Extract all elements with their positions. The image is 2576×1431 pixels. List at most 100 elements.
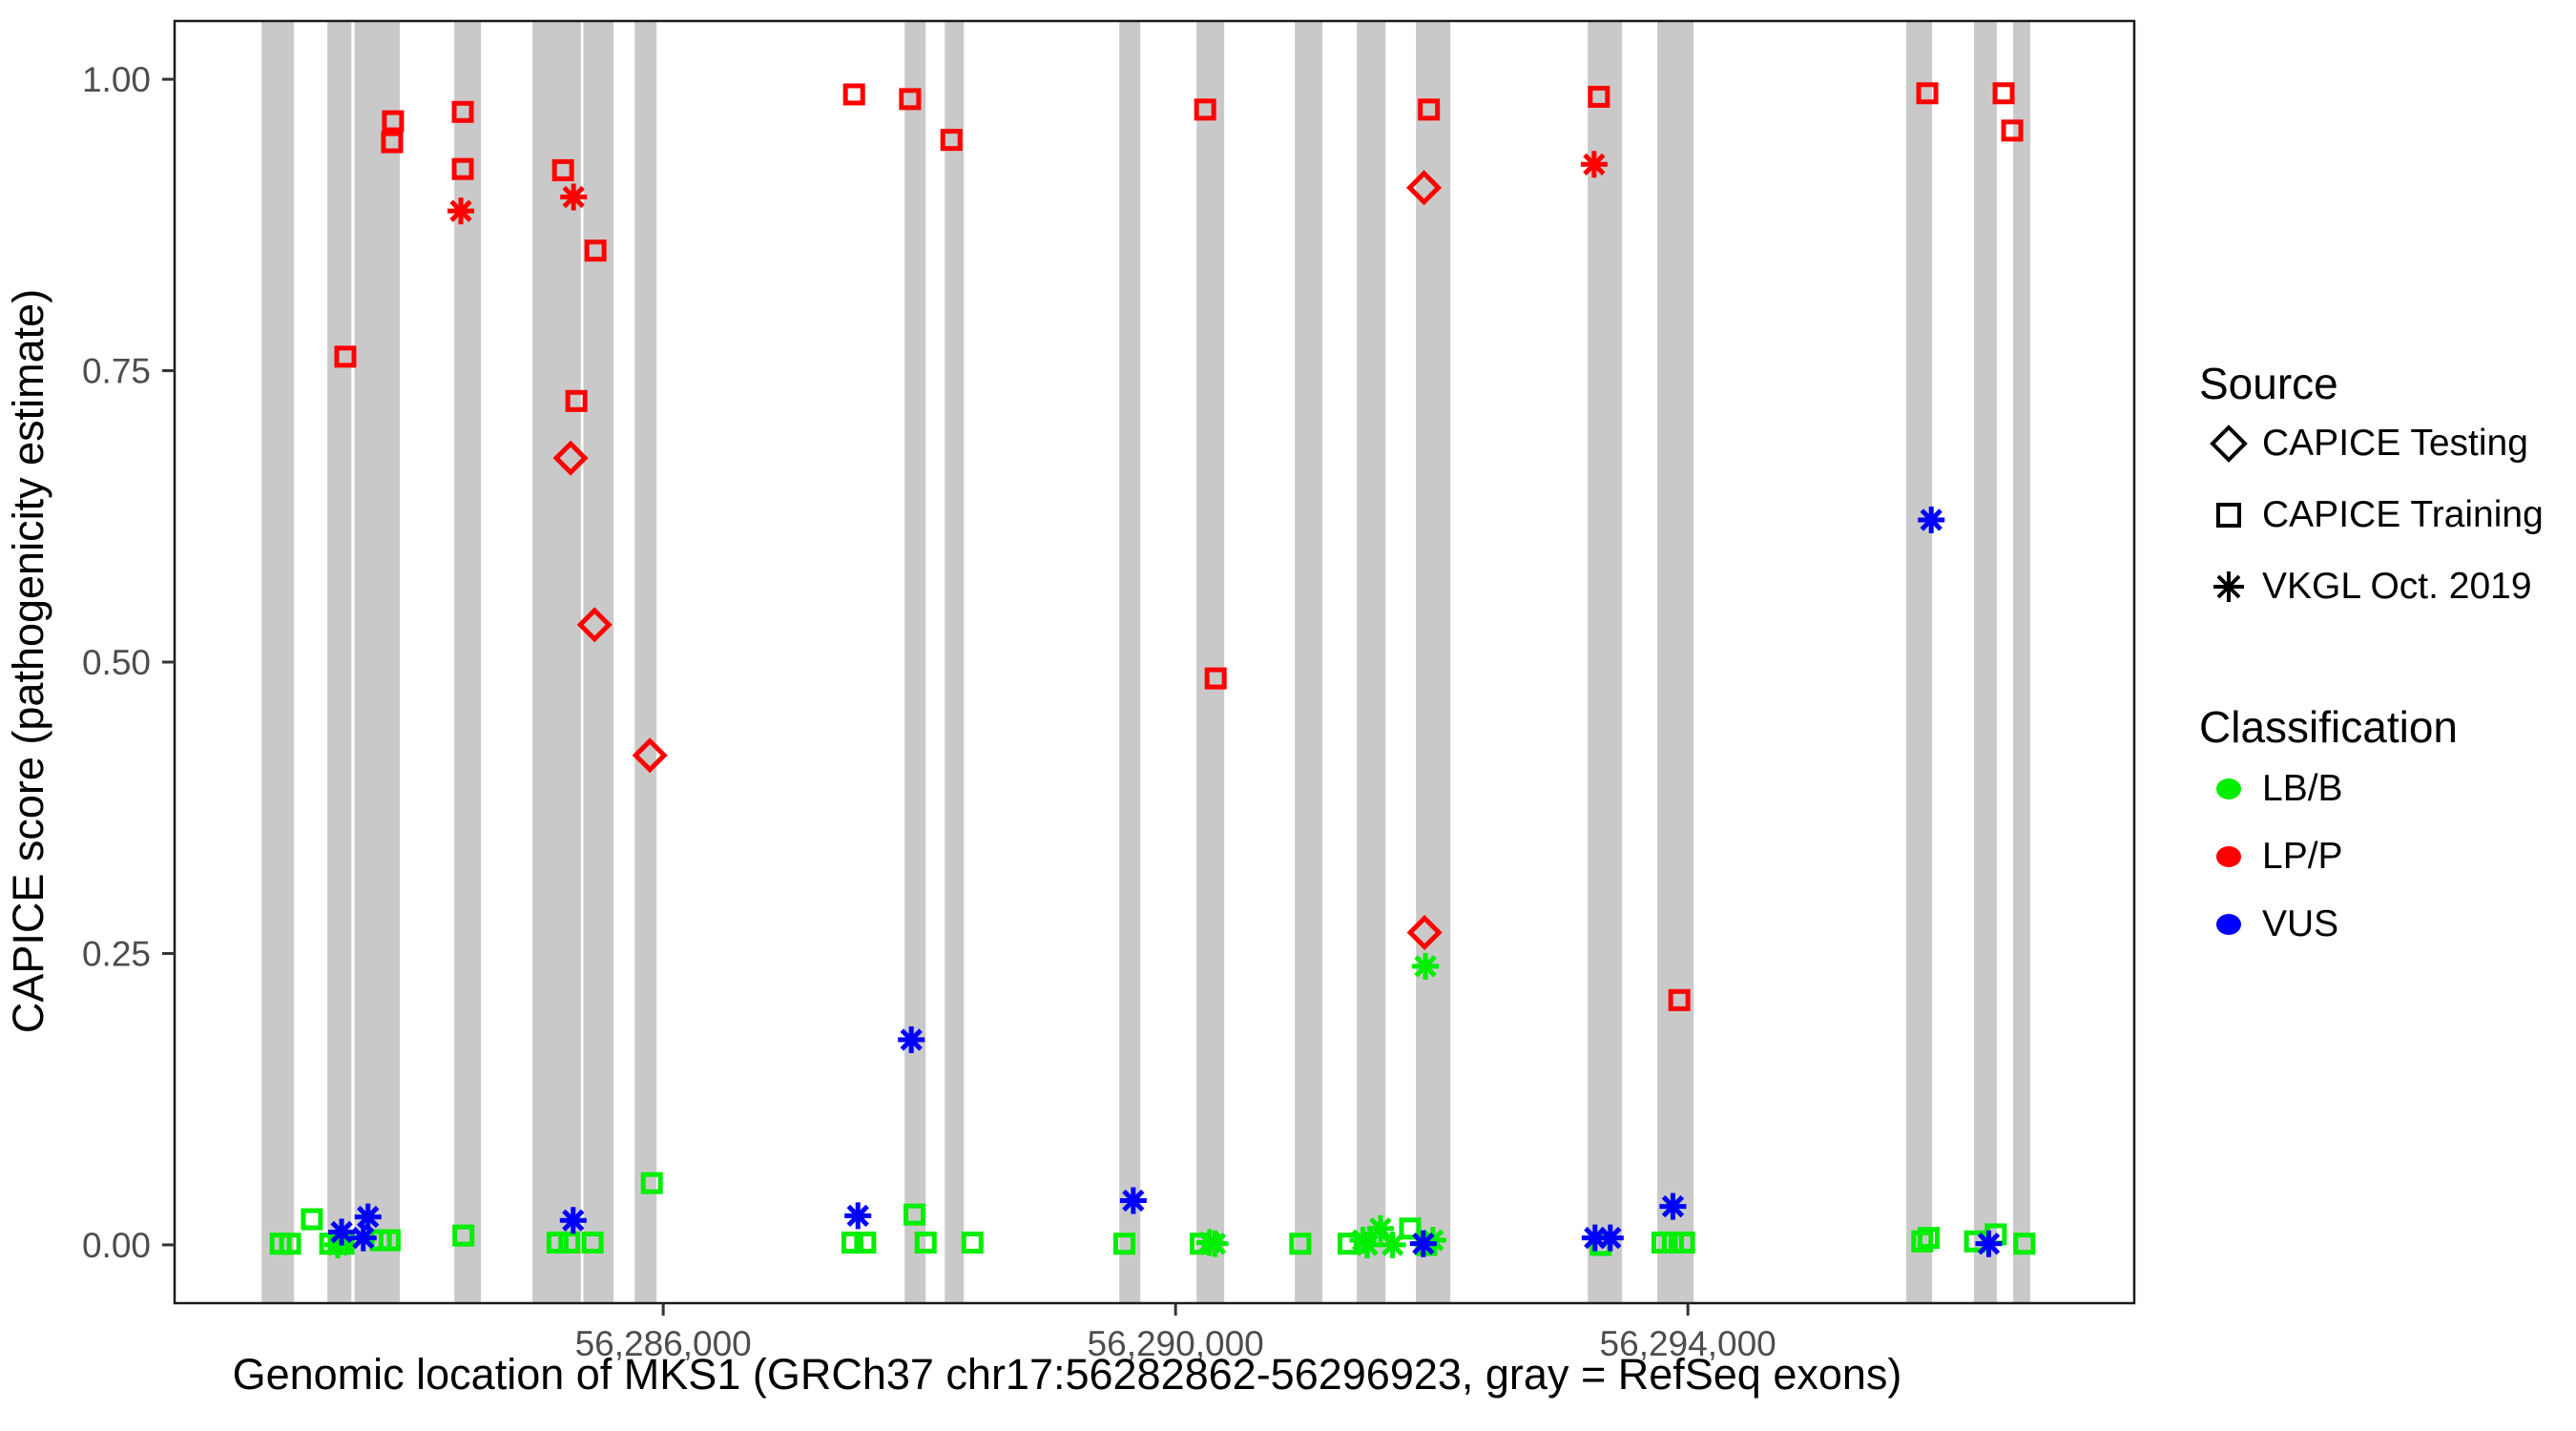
asterisk-arm xyxy=(562,185,585,209)
legend-label: LP/P xyxy=(2262,836,2343,877)
refseq-exon-bar xyxy=(904,21,926,1303)
data-point-square xyxy=(584,239,607,262)
y-tick-label: 0.50 xyxy=(82,643,151,682)
lpp-dot-icon xyxy=(2216,846,2241,867)
data-point-square xyxy=(842,83,865,106)
data-point-square xyxy=(1204,667,1227,690)
legend-item-lbb: LB/B xyxy=(2199,760,2343,818)
square-icon xyxy=(2216,503,2241,528)
lbb-dot-icon xyxy=(2216,778,2241,799)
data-point-asterisk xyxy=(1409,1230,1437,1257)
data-point-square xyxy=(1918,1227,1941,1250)
asterisk-arm xyxy=(1412,1233,1435,1255)
data-point-asterisk xyxy=(1596,1224,1624,1252)
data-point-square xyxy=(1194,98,1216,121)
data-point-square xyxy=(1668,988,1691,1011)
data-point-square xyxy=(1916,82,1939,105)
asterisk-arm xyxy=(330,1220,353,1244)
refseq-exon-bar xyxy=(2013,21,2030,1303)
asterisk-arm xyxy=(357,1205,380,1229)
data-point-square xyxy=(382,110,405,133)
asterisk-arm xyxy=(1920,508,1942,531)
legend-label: LB/B xyxy=(2262,768,2343,809)
asterisk-arm xyxy=(1122,1189,1145,1213)
asterisk-arm xyxy=(900,1028,923,1051)
refseq-exon-bar xyxy=(634,21,657,1303)
data-point-diamond xyxy=(552,440,589,476)
asterisk-arm xyxy=(1381,1234,1404,1256)
legend-label: CAPICE Testing xyxy=(2262,423,2528,464)
refseq-exon-bar xyxy=(1416,21,1451,1303)
asterisk-icon xyxy=(2213,571,2244,602)
data-point-square xyxy=(1399,1217,1422,1240)
refseq-exon-bar xyxy=(1196,21,1225,1303)
data-point-square xyxy=(1672,1231,1695,1254)
data-point-asterisk xyxy=(1412,952,1440,980)
legend-item-lpp: LP/P xyxy=(2199,828,2343,885)
diamond-icon xyxy=(2210,425,2248,463)
data-point-asterisk xyxy=(349,1224,377,1252)
data-point-square xyxy=(551,158,574,181)
refseq-exon-bar xyxy=(1657,21,1694,1303)
data-point-square xyxy=(899,88,922,111)
data-point-asterisk xyxy=(1379,1231,1406,1258)
x-axis-title: Genomic location of MKS1 (GRCh37 chr17:5… xyxy=(232,1350,1902,1399)
data-point-asterisk xyxy=(1201,1230,1229,1257)
asterisk-arm xyxy=(326,1234,349,1256)
data-point-asterisk xyxy=(1975,1230,2003,1257)
data-point-square xyxy=(452,1224,475,1247)
asterisk-arm xyxy=(1414,955,1437,978)
refseq-exon-bar xyxy=(1588,21,1623,1303)
data-point-asterisk xyxy=(1366,1214,1394,1242)
asterisk-arm xyxy=(1369,1217,1392,1240)
legend-label: VUS xyxy=(2262,903,2339,944)
data-point-square xyxy=(451,157,474,180)
asterisk-arm xyxy=(1583,153,1606,176)
legend-item-vus: VUS xyxy=(2199,896,2338,953)
data-point-square xyxy=(1289,1233,1312,1255)
data-point-asterisk xyxy=(559,1207,587,1234)
data-point-asterisk xyxy=(844,1202,872,1230)
asterisk-arm xyxy=(1661,1194,1685,1218)
data-point-square xyxy=(1418,98,1441,121)
refseq-exon-bar xyxy=(1119,21,1141,1303)
legend-classification-title: Classification xyxy=(2199,702,2458,752)
legend-item-capice-testing: CAPICE Testing xyxy=(2199,415,2528,472)
refseq-exon-bar xyxy=(1906,21,1933,1303)
data-point-square xyxy=(378,1229,401,1252)
refseq-exon-bar xyxy=(454,21,482,1303)
asterisk-arm xyxy=(1203,1233,1227,1255)
asterisk-arm xyxy=(449,199,472,222)
legend-item-vkgl: VKGL Oct. 2019 xyxy=(2199,558,2532,615)
y-tick-label: 0.75 xyxy=(82,352,151,391)
data-point-square xyxy=(1112,1233,1135,1255)
data-point-square xyxy=(1588,85,1610,108)
data-point-square xyxy=(1661,1231,1684,1254)
refseq-exon-bar xyxy=(945,21,965,1303)
data-point-diamond xyxy=(1406,170,1443,206)
vus-dot-icon xyxy=(2216,914,2241,935)
refseq-exon-bar xyxy=(327,21,352,1303)
refseq-exon-bar xyxy=(1357,21,1386,1303)
data-point-diamond xyxy=(632,737,668,774)
data-point-diamond xyxy=(576,607,613,643)
refseq-exon-bar xyxy=(1295,21,1323,1303)
legend-source-title: Source xyxy=(2199,359,2338,408)
y-tick-label: 0.00 xyxy=(82,1226,151,1265)
data-point-square xyxy=(2001,119,2024,142)
asterisk-arm xyxy=(1977,1233,2001,1255)
data-point-asterisk xyxy=(898,1026,925,1053)
data-point-square xyxy=(279,1233,301,1255)
data-point-square xyxy=(581,1231,604,1254)
data-point-asterisk xyxy=(1918,506,1945,533)
x-tick-label: 56,294,000 xyxy=(1600,1324,1776,1363)
asterisk-arm xyxy=(846,1204,869,1228)
data-point-square xyxy=(640,1172,663,1194)
data-point-square xyxy=(558,1231,581,1254)
legend-label: CAPICE Training xyxy=(2262,494,2544,535)
refseq-exon-bar xyxy=(261,21,295,1303)
data-point-square xyxy=(841,1231,863,1254)
data-point-asterisk xyxy=(328,1218,356,1246)
